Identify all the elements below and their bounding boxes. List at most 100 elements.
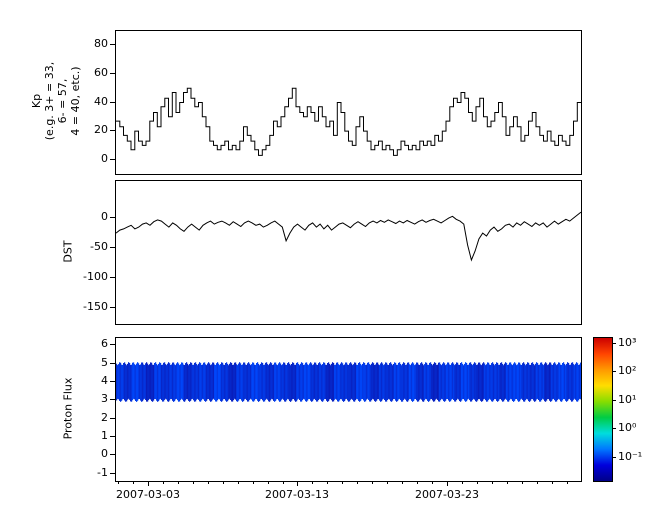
flux-stripe [377,362,379,400]
flux-stripe [566,363,568,402]
flux-stripe [512,365,514,401]
flux-stripe [480,364,482,401]
flux-stripe [320,363,322,400]
tick-mark [110,363,115,364]
flux-stripe [171,364,173,400]
tick-mark [268,481,269,484]
flux-stripe [484,363,486,399]
flux-stripe [350,362,352,400]
flux-stripe [216,363,218,402]
flux-stripe [574,365,576,399]
flux-stripe [549,362,551,401]
flux-stripe [210,365,212,402]
flux-stripe [430,362,432,400]
flux-stripe [253,362,255,402]
flux-stripe [246,365,248,401]
tick-mark [178,481,179,484]
flux-stripe [310,362,312,401]
flux-stripe [274,362,276,402]
flux-stripe [245,364,247,399]
flux-stripe [223,364,225,400]
flux-stripe [457,362,459,399]
flux-stripe [404,363,406,399]
tick-mark [110,247,115,248]
flux-stripe [471,364,473,402]
flux-stripe [390,362,392,402]
flux-stripe [137,362,139,401]
flux-stripe [165,364,167,399]
flux-stripe [117,365,119,399]
tick-mark [462,481,463,484]
kp-axis-label-line: Kp [30,93,43,109]
flux-stripe [462,363,464,400]
flux-stripe [440,364,442,401]
tick-mark [110,277,115,278]
flux-stripe [128,362,130,399]
flux-stripe [173,362,175,402]
flux-stripe [301,362,303,402]
flux-stripe [388,365,390,399]
flux-stripe [118,364,120,400]
flux-stripe [160,363,162,399]
flux-stripe [355,362,357,401]
flux-stripe [226,362,228,402]
flux-stripe [513,363,515,402]
flux-stripe [387,364,389,400]
flux-stripe [420,363,422,399]
flux-stripe [458,364,460,400]
flux-stripe [194,362,196,402]
flux-stripe [252,362,254,402]
flux-stripe [452,362,454,399]
y-tick-label: 0 [101,152,108,165]
flux-stripe [302,363,304,401]
tick-mark [110,130,115,131]
flux-stripe [277,365,279,399]
y-tick-label: 60 [94,66,108,79]
flux-stripe [448,362,450,401]
flux-stripe [119,362,121,401]
flux-stripe [161,364,163,401]
flux-stripe [231,363,233,402]
flux-stripe [552,365,554,400]
flux-stripe [514,362,516,401]
flux-stripe [429,362,431,401]
flux-stripe [294,364,296,401]
flux-stripe [138,363,140,400]
flux-stripe [298,364,300,399]
flux-stripe [293,362,295,399]
flux-stripe [571,362,573,402]
flux-stripe [190,362,192,401]
flux-stripe [551,364,553,402]
tick-mark [110,217,115,218]
flux-stripe [307,364,309,401]
dst-line [116,211,581,262]
flux-stripe [139,365,141,399]
flux-stripe [496,362,498,401]
flux-stripe [322,364,324,402]
flux-stripe [380,363,382,402]
flux-stripe [136,363,138,402]
flux-stripe [240,363,242,400]
flux-stripe [397,364,399,402]
flux-stripe [181,362,183,399]
flux-stripe [424,364,426,401]
flux-stripe [474,362,476,400]
y-tick-label: 4 [101,374,108,387]
flux-stripe [490,365,492,400]
flux-stripe [383,365,385,399]
flux-stripe [492,362,494,402]
y-tick-label: 40 [94,95,108,108]
y-tick-label: 5 [101,356,108,369]
flux-stripe [227,363,229,402]
flux-stripe [418,364,420,402]
flux-stripe [562,363,564,401]
flux-stripe [153,364,155,401]
flux-stripe [326,364,328,401]
flux-stripe [550,362,552,402]
flux-stripe [300,363,302,402]
flux-stripe [455,364,457,402]
tick-mark [402,481,403,484]
tick-mark [537,481,538,484]
flux-stripe [303,365,305,399]
flux-stripe [228,365,230,400]
